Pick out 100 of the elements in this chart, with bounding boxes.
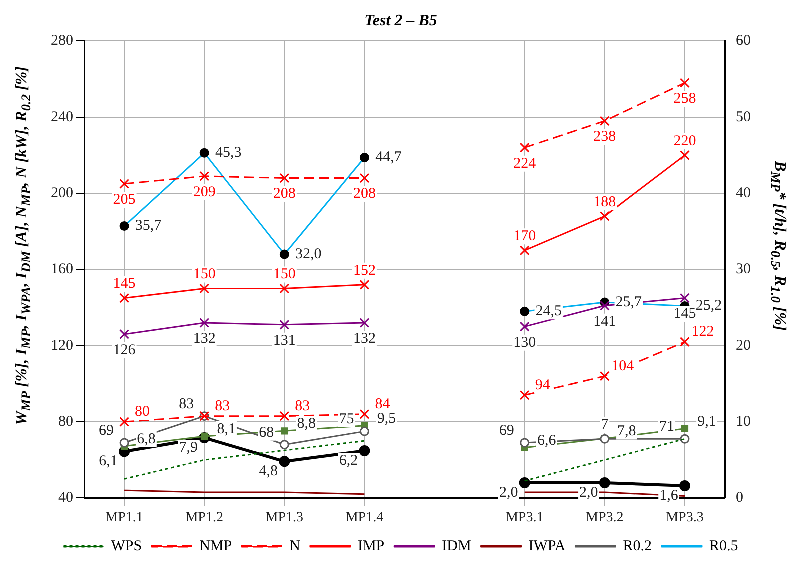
data-label: 69	[499, 422, 514, 439]
x-tick-label: MP3.3	[666, 510, 704, 526]
legend-label: IDM	[442, 538, 472, 554]
data-label: 2,0	[580, 484, 598, 501]
point	[359, 445, 370, 456]
y2-tick-label: 20	[736, 338, 751, 354]
y2-tick-label: 10	[736, 414, 751, 430]
data-label: 188	[594, 194, 616, 210]
data-label: 208	[273, 186, 296, 202]
point	[200, 171, 210, 182]
data-label: 83	[295, 398, 310, 414]
legend-label: IMP	[358, 538, 385, 554]
data-label: 25,2	[696, 298, 722, 314]
data-label: 132	[193, 330, 216, 347]
point	[360, 173, 370, 184]
data-label: 71	[659, 419, 674, 436]
legend-label: N	[290, 538, 301, 554]
data-label: 126	[113, 342, 136, 358]
point	[600, 300, 610, 311]
point	[520, 322, 530, 332]
data-label: 83	[179, 396, 194, 412]
y2-tick-label: 60	[736, 33, 751, 50]
point	[360, 426, 370, 436]
data-label: 8,1	[217, 421, 236, 438]
data-label: 8,8	[297, 416, 316, 432]
chart-title: Test 2 – B5	[364, 12, 438, 30]
point	[360, 318, 370, 328]
annotation: 7	[601, 417, 610, 434]
legend-label: IWPA	[528, 538, 566, 554]
point	[280, 411, 290, 422]
data-label: 68	[259, 424, 274, 441]
point	[120, 293, 130, 304]
legend-label: NMP	[200, 538, 232, 554]
data-label: 4,8	[259, 464, 278, 480]
x-tick-label: MP1.2	[186, 510, 224, 526]
data-label: 130	[514, 334, 536, 351]
data-label: 6,6	[537, 432, 557, 449]
point	[680, 434, 690, 444]
data-label: 1,6	[660, 488, 679, 504]
y-tick-label: 80	[58, 414, 74, 430]
x-tick-label: MP3.2	[586, 510, 624, 526]
data-label: 209	[193, 184, 216, 200]
point	[600, 371, 610, 382]
point	[679, 480, 690, 492]
data-label: 2,0	[499, 484, 518, 501]
point	[680, 150, 690, 160]
point	[280, 440, 290, 450]
data-label: 45,3	[215, 145, 242, 162]
point	[520, 438, 530, 448]
data-label: 7,8	[618, 424, 636, 440]
point	[120, 329, 130, 340]
data-label: 131	[273, 332, 296, 349]
data-label: 205	[113, 192, 136, 208]
point	[360, 409, 370, 420]
data-label: 224	[514, 156, 537, 172]
data-label: 220	[674, 133, 696, 150]
data-label: 6,2	[339, 452, 358, 469]
data-label: 145	[113, 276, 136, 292]
point	[519, 477, 530, 488]
point	[520, 390, 530, 400]
data-label: 9,1	[698, 414, 716, 430]
y-tick-label: 200	[51, 185, 74, 202]
data-label: 69	[99, 422, 114, 439]
y-tick-label: 120	[51, 338, 74, 354]
data-label: 83	[215, 398, 230, 414]
point	[280, 320, 290, 330]
point	[360, 280, 370, 290]
data-label: 24,5	[536, 304, 562, 320]
data-label: 32,0	[296, 246, 322, 262]
y-tick-label: 160	[51, 262, 74, 278]
data-label: 7,9	[179, 440, 198, 456]
y-tick-label: 280	[51, 33, 74, 50]
x-tick-label: MP1.1	[106, 510, 144, 526]
point	[200, 318, 210, 328]
point	[681, 425, 689, 432]
y2-tick-label: 40	[736, 185, 751, 202]
data-label: 145	[674, 306, 696, 322]
data-label: 104	[612, 358, 635, 374]
point	[120, 438, 130, 448]
point	[520, 246, 530, 256]
data-label: 25,7	[616, 294, 643, 310]
data-label: 258	[674, 91, 696, 108]
point	[600, 211, 610, 222]
data-label: 150	[273, 266, 296, 283]
point	[281, 428, 288, 435]
data-label: 122	[692, 324, 714, 340]
legend-label: R0.5	[709, 538, 738, 554]
x-tick-label: MP1.4	[346, 510, 384, 526]
data-label: 9,5	[377, 410, 396, 427]
point	[200, 284, 210, 294]
data-label: 75	[339, 411, 354, 428]
data-label: 94	[535, 377, 551, 394]
point	[120, 179, 130, 190]
point	[680, 293, 690, 304]
point	[680, 78, 690, 88]
data-label: 6,1	[99, 454, 118, 470]
point	[599, 477, 610, 488]
point	[280, 284, 290, 294]
y2-tick-label: 0	[736, 490, 744, 506]
data-label: 6,8	[137, 431, 156, 448]
